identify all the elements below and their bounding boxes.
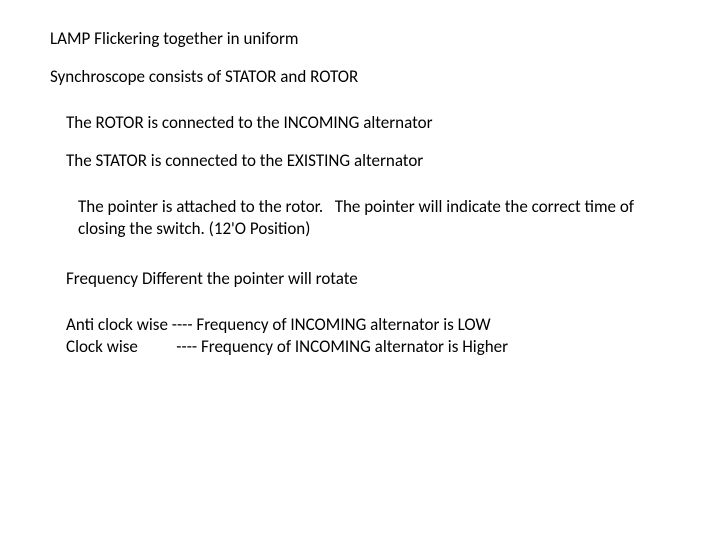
text-lamp-flickering: LAMP Flickering together in uniform	[50, 28, 299, 49]
text-frequency-different: Frequency Different the pointer will rot…	[66, 268, 358, 289]
text-stator-connected: The STATOR is connected to the EXISTING …	[66, 150, 423, 171]
slide: LAMP Flickering together in uniform Sync…	[0, 0, 720, 540]
text-rotor-connected: The ROTOR is connected to the INCOMING a…	[66, 112, 433, 133]
text-synchroscope-parts: Synchroscope consists of STATOR and ROTO…	[50, 66, 358, 87]
text-clockwise: Clock wise ---- Frequency of INCOMING al…	[66, 336, 508, 357]
text-anti-clockwise: Anti clock wise ---- Frequency of INCOMI…	[66, 314, 491, 335]
text-pointer-line-1: The pointer is attached to the rotor. Th…	[78, 196, 634, 217]
text-pointer-line-2: closing the switch. (12'O Position)	[78, 218, 310, 239]
